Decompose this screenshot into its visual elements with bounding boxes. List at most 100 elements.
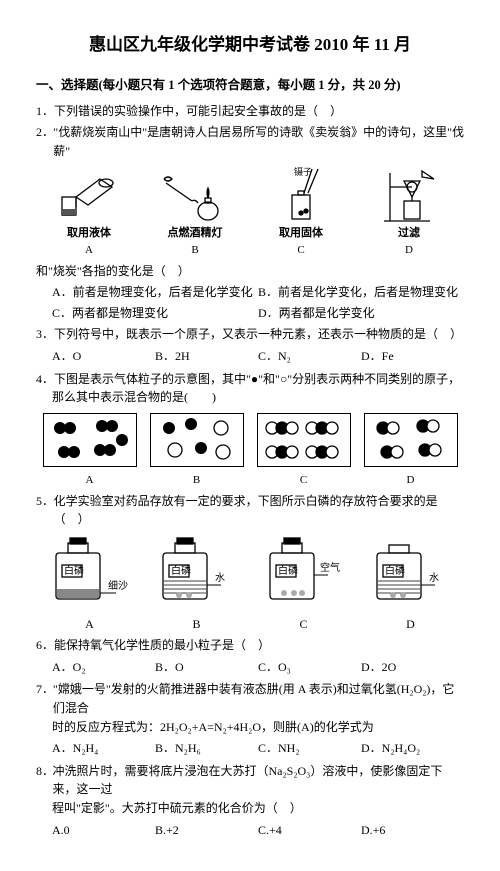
q4-fig-c: C xyxy=(257,413,351,489)
q6-optB: B．O xyxy=(155,658,258,677)
q4-text2: 那么其中表示混合物的是( ) xyxy=(52,388,464,407)
solid-pickup-icon: 镊子 xyxy=(264,167,338,223)
molecule-box-a-icon xyxy=(44,414,136,466)
q2-captionB: 点燃酒精灯 xyxy=(168,227,223,239)
q8-number: 8． xyxy=(36,762,52,781)
q3-optA: A．O xyxy=(52,347,155,366)
q2-fig-c: 镊子 取用固体 C xyxy=(264,167,338,259)
q5-bottle-row: 白磷 细沙 A 白磷 水 B xyxy=(36,535,464,633)
q2-figure-row: 取用液体 A 点燃酒精灯 B 镊子 xyxy=(36,167,464,259)
liquid-pour-icon xyxy=(52,167,126,223)
question-4: 4． 下图是表示气体粒子的示意图，其中"●"和"○"分别表示两种不同类别的原子，… xyxy=(36,370,464,407)
q7-opts: A．N₂H₄ B．N₂H₆ C．NH₂ D．N₂H₄O₂ xyxy=(52,739,464,758)
q7-optD: D．N₂H₄O₂ xyxy=(361,739,464,758)
q3-optB: B．2H xyxy=(155,347,258,366)
q2-letterD: D xyxy=(370,242,448,259)
q4-fig-b: B xyxy=(150,413,244,489)
q8-text2: 程叫"定影"。大苏打中硫元素的化合价为（ ） xyxy=(52,799,464,818)
q2-optB: B．前者是化学变化，后者是物理变化 xyxy=(258,283,464,302)
q2-optA: A．前者是物理变化，后者是化学变化 xyxy=(52,283,258,302)
q1-text: 下列错误的实验操作中，可能引起安全事故的是（ ） xyxy=(54,102,342,121)
q4-fig-d: D xyxy=(364,413,458,489)
q8-text1: 冲洗照片时，需要将底片浸泡在大苏打（Na₂S₂O₃）溶液中，使影像固定下来，这一… xyxy=(52,762,464,799)
q4-fig-a: A xyxy=(43,413,137,489)
q3-opts: A．O B．2H C．N₂ D．Fe xyxy=(52,347,464,366)
q5-a-phos: 白磷 xyxy=(64,564,84,577)
q2-captionC: 取用固体 xyxy=(279,227,323,239)
q6-optD: D．2O xyxy=(361,658,464,677)
question-5: 5． 化学实验室对药品存放有一定的要求，下图所示白磷的存放符合要求的是（ ） xyxy=(36,492,464,529)
bottle-d-icon: 白磷 水 xyxy=(363,535,459,609)
q8-optD: D.+6 xyxy=(361,821,464,840)
question-1: 1． 下列错误的实验操作中，可能引起安全事故的是（ ） xyxy=(36,102,464,121)
q5-letterB: B xyxy=(149,615,245,634)
q5-d-phos: 白磷 xyxy=(385,564,405,577)
q6-opts: A．O₂ B．O C．O₃ D．2O xyxy=(52,658,464,677)
q6-number: 6． xyxy=(36,636,54,655)
bottle-c-icon: 白磷 空气 xyxy=(256,535,352,609)
q5-letterC: C xyxy=(256,615,352,634)
q2-intro: "伐薪烧炭南山中"是唐朝诗人白居易所写的诗歌《卖炭翁》中的诗句，这里"伐薪" xyxy=(53,123,464,160)
q5-letterA: A xyxy=(42,615,138,634)
question-7: 7． "嫦娥一号"发射的火箭推进器中装有液态肼(用 A 表示)和过氧化氢(H₂O… xyxy=(36,680,464,736)
q7-optC: C．NH₂ xyxy=(258,739,361,758)
q2-captionD: 过滤 xyxy=(398,227,420,239)
q3-optC: C．N₂ xyxy=(258,347,361,366)
q3-number: 3． xyxy=(36,325,54,344)
question-2: 2． "伐薪烧炭南山中"是唐朝诗人白居易所写的诗歌《卖炭翁》中的诗句，这里"伐薪… xyxy=(36,123,464,160)
q3-optD: D．Fe xyxy=(361,347,464,366)
molecule-box-c-icon xyxy=(258,414,350,466)
molecule-box-b-icon xyxy=(151,414,243,466)
q2-letterC: C xyxy=(264,242,338,259)
q2-fig-b: 点燃酒精灯 B xyxy=(158,167,232,259)
q2-letterB: B xyxy=(158,242,232,259)
q5-letterD: D xyxy=(363,615,459,634)
q2-opts-row2: C．两者都是物理变化 D．两者都是化学变化 xyxy=(52,304,464,323)
exam-title: 惠山区九年级化学期中考试卷 2010 年 11 月 xyxy=(36,32,464,58)
q5-c-phos: 白磷 xyxy=(278,564,298,577)
q4-number: 4． xyxy=(36,370,54,389)
q5-bottle-d: 白磷 水 D xyxy=(363,535,459,633)
section-1-heading: 一、选择题(每小题只有 1 个选项符合题意，每小题 1 分，共 20 分) xyxy=(36,76,464,95)
q6-optC: C．O₃ xyxy=(258,658,361,677)
q6-optA: A．O₂ xyxy=(52,658,155,677)
alcohol-lamp-icon xyxy=(158,167,232,223)
filtration-icon xyxy=(370,167,448,223)
q8-optB: B.+2 xyxy=(155,821,258,840)
q2-opts-row1: A．前者是物理变化，后者是化学变化 B．前者是化学变化，后者是物理变化 xyxy=(52,283,464,302)
q4-letterB: B xyxy=(150,472,244,489)
q7-number: 7． xyxy=(36,680,53,699)
q4-text1: 下图是表示气体粒子的示意图，其中"●"和"○"分别表示两种不同类别的原子， xyxy=(54,370,460,389)
q5-a-sand: 细沙 xyxy=(108,579,128,592)
q2-letterA: A xyxy=(52,242,126,259)
q7-text1: "嫦娥一号"发射的火箭推进器中装有液态肼(用 A 表示)和过氧化氢(H₂O₂)，… xyxy=(53,680,464,717)
question-8: 8． 冲洗照片时，需要将底片浸泡在大苏打（Na₂S₂O₃）溶液中，使影像固定下来… xyxy=(36,762,464,818)
q5-text: 化学实验室对药品存放有一定的要求，下图所示白磷的存放符合要求的是（ ） xyxy=(54,492,464,529)
q5-number: 5． xyxy=(36,492,54,511)
q1-number: 1． xyxy=(36,102,54,121)
q5-c-air: 空气 xyxy=(320,561,340,574)
q8-optA: A.0 xyxy=(52,821,155,840)
q4-figure-row: A B xyxy=(36,413,464,489)
question-6: 6． 能保持氧气化学性质的最小粒子是（ ） xyxy=(36,636,464,655)
bottle-a-icon: 白磷 细沙 xyxy=(42,535,138,609)
molecule-box-d-icon xyxy=(365,414,457,466)
q2-optD: D．两者都是化学变化 xyxy=(258,304,464,323)
q5-d-water: 水 xyxy=(429,572,439,584)
q7-optA: A．N₂H₄ xyxy=(52,739,155,758)
q3-text: 下列符号中，既表示一个原子，又表示一种元素，还表示一种物质的是（ ） xyxy=(54,325,462,344)
q2-tail: 和"烧炭"各指的变化是（ ） xyxy=(36,262,464,281)
q5-b-water: 水 xyxy=(215,572,225,584)
q2-captionA: 取用液体 xyxy=(67,227,111,239)
bottle-b-icon: 白磷 水 xyxy=(149,535,245,609)
q5-bottle-b: 白磷 水 B xyxy=(149,535,245,633)
q2-fig-a: 取用液体 A xyxy=(52,167,126,259)
q5-bottle-a: 白磷 细沙 A xyxy=(42,535,138,633)
q7-text2: 时的反应方程式为：2H₂O₂+A=N₂+4H₂O，则肼(A)的化学式为 xyxy=(52,718,464,737)
q4-letterD: D xyxy=(364,472,458,489)
q6-text: 能保持氧气化学性质的最小粒子是（ ） xyxy=(54,636,270,655)
q5-b-phos: 白磷 xyxy=(171,564,191,577)
q8-opts: A.0 B.+2 C.+4 D.+6 xyxy=(52,821,464,840)
q4-letterA: A xyxy=(43,472,137,489)
q8-optC: C.+4 xyxy=(258,821,361,840)
